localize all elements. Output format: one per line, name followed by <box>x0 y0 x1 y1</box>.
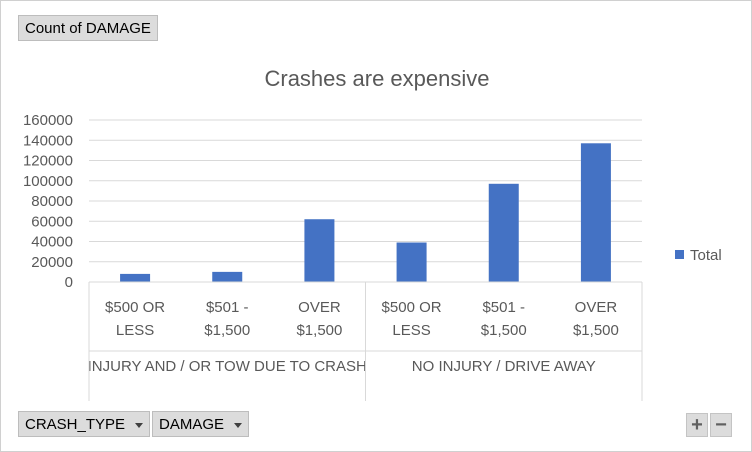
x-tick-label: $1,500 <box>204 322 250 339</box>
dropdown-arrow-icon <box>135 422 144 428</box>
chart-title: Crashes are expensive <box>264 66 489 91</box>
bar <box>120 273 151 282</box>
y-tick-label: 80000 <box>31 193 73 210</box>
crash-type-field-label: CRASH_TYPE <box>25 416 126 433</box>
bar <box>212 271 243 282</box>
x-axis: $500 OR LESS $501 - $1,500 OVER $1,500 INJURY … <box>88 281 643 401</box>
x-group-label: NO INJURY / DRIVE AWAY <box>412 358 596 375</box>
crash-type-field-button[interactable]: CRASH_TYPE <box>18 411 151 437</box>
x-tick-label: $501 - <box>206 299 249 316</box>
y-tick-label: 140000 <box>23 132 73 149</box>
value-field-button[interactable]: Count of DAMAGE <box>18 15 158 41</box>
x-tick-label: $1,500 <box>573 322 619 339</box>
expand-field-button[interactable]: + <box>686 413 708 437</box>
x-tick-label: $500 OR <box>105 299 165 316</box>
legend-swatch <box>675 250 684 259</box>
x-tick-label: OVER <box>298 299 341 316</box>
bar <box>304 219 335 282</box>
x-tick-label: $1,500 <box>296 322 342 339</box>
y-tick-label: 60000 <box>31 213 73 230</box>
y-tick-label: 160000 <box>23 112 73 129</box>
gridlines <box>89 119 642 283</box>
y-tick-label: 100000 <box>23 173 73 190</box>
collapse-field-button[interactable]: − <box>710 413 732 437</box>
bar-series <box>120 143 611 282</box>
legend: Total <box>675 247 722 264</box>
legend-label: Total <box>690 247 722 264</box>
x-tick-label: $501 - <box>482 299 525 316</box>
damage-field-label: DAMAGE <box>159 416 225 433</box>
x-tick-label: LESS <box>116 322 154 339</box>
y-tick-label: 120000 <box>23 153 73 170</box>
x-tick-label: OVER <box>575 299 618 316</box>
damage-field-button[interactable]: DAMAGE <box>152 411 250 437</box>
y-tick-label: 40000 <box>31 234 73 251</box>
x-tick-label: $1,500 <box>481 322 527 339</box>
bar <box>580 143 611 282</box>
x-tick-label: LESS <box>392 322 430 339</box>
x-group-label: INJURY AND / OR TOW DUE TO CRASH <box>88 358 367 375</box>
plus-icon: + <box>691 414 703 436</box>
minus-icon: − <box>715 414 727 436</box>
dropdown-arrow-icon <box>234 422 243 428</box>
bar <box>396 242 427 282</box>
bar <box>488 183 519 282</box>
y-axis-tick-labels: 0 20000 40000 60000 80000 100000 120000 140000 1… <box>23 112 73 291</box>
y-tick-label: 0 <box>65 274 73 291</box>
x-tick-label: $500 OR <box>382 299 442 316</box>
y-tick-label: 20000 <box>31 254 73 271</box>
